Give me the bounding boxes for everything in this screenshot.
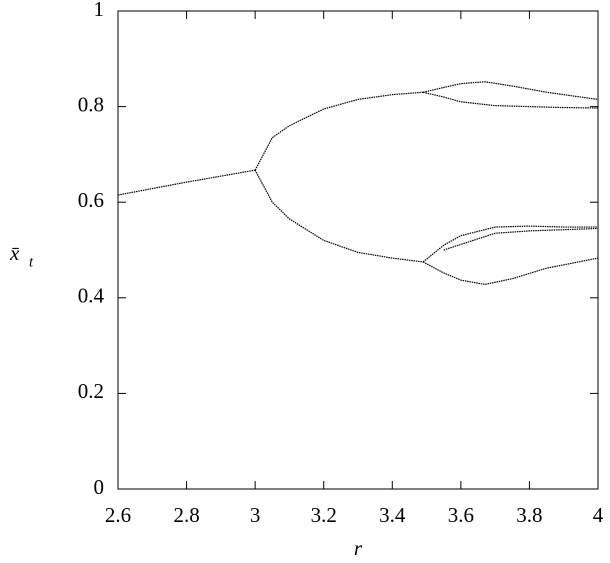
branch-line <box>423 81 599 101</box>
branch-line <box>422 257 599 286</box>
branch-line <box>423 91 599 109</box>
x-axis-label: r <box>354 536 363 560</box>
y-tick-label: 0 <box>94 475 105 499</box>
x-tick-label: 4 <box>593 503 604 527</box>
y-tick-label: 0.8 <box>78 92 104 116</box>
branch-line <box>117 169 256 196</box>
x-tick-label: 3.6 <box>448 503 474 527</box>
branch-line <box>254 91 424 171</box>
y-tick-label: 1 <box>94 0 105 21</box>
x-tick-label: 3.4 <box>379 503 406 527</box>
branch-line <box>443 227 599 251</box>
x-tick-label: 2.6 <box>105 503 131 527</box>
y-axis-label: x̄ <box>9 241 20 265</box>
x-tick-label: 2.8 <box>173 503 199 527</box>
x-tick-label: 3.2 <box>311 503 337 527</box>
branch-line <box>254 169 424 263</box>
y-tick-label: 0.4 <box>78 284 105 308</box>
y-tick-label: 0.2 <box>78 379 104 403</box>
y-axis-label-subscript: t <box>29 254 34 270</box>
x-tick-label: 3.8 <box>516 503 542 527</box>
x-tick-label: 3 <box>250 503 261 527</box>
branch-line <box>422 225 598 263</box>
y-tick-label: 0.6 <box>78 188 104 212</box>
plot-frame <box>117 10 599 490</box>
